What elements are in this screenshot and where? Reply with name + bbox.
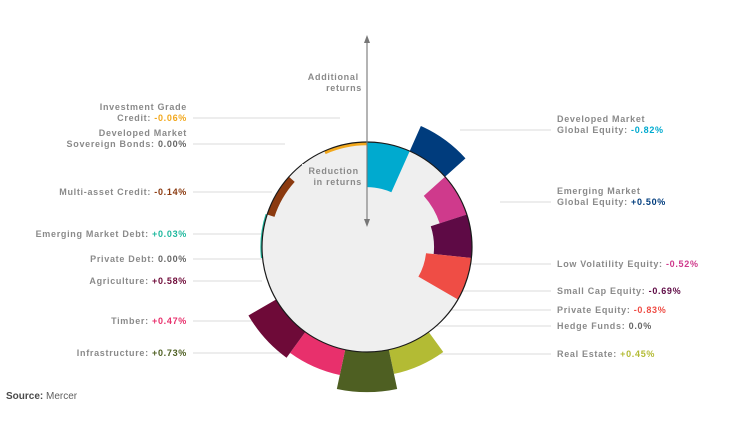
- label-small-cap-equity: Small Cap Equity: -0.69%: [557, 286, 681, 296]
- label-hedge-funds-line: Hedge Funds: 0.0%: [557, 321, 652, 331]
- sector-timber: [290, 331, 346, 375]
- value-agriculture: +0.58%: [152, 276, 187, 286]
- label-investment-grade-credit-line: Investment Grade: [100, 102, 187, 112]
- axis-arrow-down-icon: [364, 219, 370, 227]
- label-investment-grade-credit-line: Credit: -0.06%: [117, 113, 187, 123]
- label-timber: Timber: +0.47%: [111, 316, 187, 326]
- sector-developed-market-global-equity: [367, 142, 410, 193]
- label-private-equity: Private Equity: -0.83%: [557, 305, 666, 315]
- label-low-volatility-equity-line: Low Volatility Equity: -0.52%: [557, 259, 699, 269]
- label-infrastructure: Infrastructure: +0.73%: [77, 348, 187, 358]
- leader-lines: [193, 117, 551, 355]
- value-developed-market-sovereign-bonds: 0.00%: [158, 139, 187, 149]
- sector-real-estate: [388, 331, 444, 374]
- label-multi-asset-credit: Multi-asset Credit: -0.14%: [59, 187, 187, 197]
- label-agriculture-line: Agriculture: +0.58%: [89, 276, 187, 286]
- value-developed-market-global-equity: -0.82%: [631, 125, 664, 135]
- label-private-debt-line: Private Debt: 0.00%: [90, 254, 187, 264]
- value-timber: +0.47%: [152, 316, 187, 326]
- axis-label-additional-returns: Additional returns: [308, 72, 362, 93]
- sector-private-equity: [418, 253, 472, 300]
- value-emerging-market-global-equity: +0.50%: [631, 197, 666, 207]
- label-developed-market-sovereign-bonds: Developed Market Sovereign Bonds: 0.00%: [67, 128, 187, 149]
- sector-investment-grade-credit: [324, 142, 367, 155]
- label-private-debt: Private Debt: 0.00%: [90, 254, 187, 264]
- label-emerging-market-global-equity: Emerging Market Global Equity: +0.50%: [557, 186, 666, 207]
- value-real-estate: +0.45%: [620, 349, 655, 359]
- axis-label-bg: [302, 70, 362, 94]
- label-private-equity-line: Private Equity: -0.83%: [557, 305, 666, 315]
- label-real-estate-line: Real Estate: +0.45%: [557, 349, 655, 359]
- value-emerging-market-debt: +0.03%: [152, 229, 187, 239]
- value-private-debt: 0.00%: [158, 254, 187, 264]
- label-agriculture: Agriculture: +0.58%: [89, 276, 187, 286]
- source-label: Source:: [6, 391, 44, 402]
- label-group: Developed Market Global Equity: -0.82%Eme…: [36, 102, 699, 359]
- axis-label-reduction-in-returns: Reduction in returns: [308, 166, 362, 187]
- baseline-circle: [262, 142, 472, 352]
- value-investment-grade-credit: -0.06%: [154, 113, 187, 123]
- label-developed-market-sovereign-bonds-line: Developed Market: [99, 128, 187, 138]
- label-developed-market-global-equity-line: Developed Market: [557, 114, 645, 124]
- sector-infrastructure: [336, 349, 398, 393]
- value-private-equity: -0.83%: [634, 305, 667, 315]
- sector-agriculture: [248, 299, 306, 358]
- label-low-volatility-equity: Low Volatility Equity: -0.52%: [557, 259, 699, 269]
- inner-label-bg: [302, 164, 362, 188]
- value-small-cap-equity: -0.69%: [649, 286, 682, 296]
- source-value: Mercer: [46, 391, 78, 402]
- label-developed-market-global-equity-line: Global Equity: -0.82%: [557, 125, 664, 135]
- label-multi-asset-credit-line: Multi-asset Credit: -0.14%: [59, 187, 187, 197]
- sector-group: [248, 125, 473, 393]
- label-emerging-market-global-equity-line: Emerging Market: [557, 186, 641, 196]
- label-hedge-funds: Hedge Funds: 0.0%: [557, 321, 652, 331]
- label-timber-line: Timber: +0.47%: [111, 316, 187, 326]
- value-hedge-funds: 0.0%: [629, 321, 652, 331]
- value-infrastructure: +0.73%: [152, 348, 187, 358]
- label-emerging-market-debt-line: Emerging Market Debt: +0.03%: [36, 229, 187, 239]
- value-low-volatility-equity: -0.52%: [666, 259, 699, 269]
- label-developed-market-global-equity: Developed Market Global Equity: -0.82%: [557, 114, 664, 135]
- label-small-cap-equity-line: Small Cap Equity: -0.69%: [557, 286, 681, 296]
- label-investment-grade-credit: Investment Grade Credit: -0.06%: [100, 102, 187, 123]
- label-emerging-market-global-equity-line: Global Equity: +0.50%: [557, 197, 666, 207]
- label-infrastructure-line: Infrastructure: +0.73%: [77, 348, 187, 358]
- sector-small-cap-equity: [430, 214, 473, 258]
- sector-low-volatility-equity: [423, 176, 467, 224]
- sector-emerging-market-debt: [260, 214, 268, 259]
- label-emerging-market-debt: Emerging Market Debt: +0.03%: [36, 229, 187, 239]
- sector-emerging-market-global-equity: [409, 125, 466, 177]
- label-developed-market-sovereign-bonds-line: Sovereign Bonds: 0.00%: [67, 139, 187, 149]
- label-real-estate: Real Estate: +0.45%: [557, 349, 655, 359]
- sector-multi-asset-credit: [267, 176, 295, 217]
- value-multi-asset-credit: -0.14%: [154, 187, 187, 197]
- source-note: Source: Mercer: [6, 391, 77, 402]
- axis-arrow-up-icon: [364, 35, 370, 43]
